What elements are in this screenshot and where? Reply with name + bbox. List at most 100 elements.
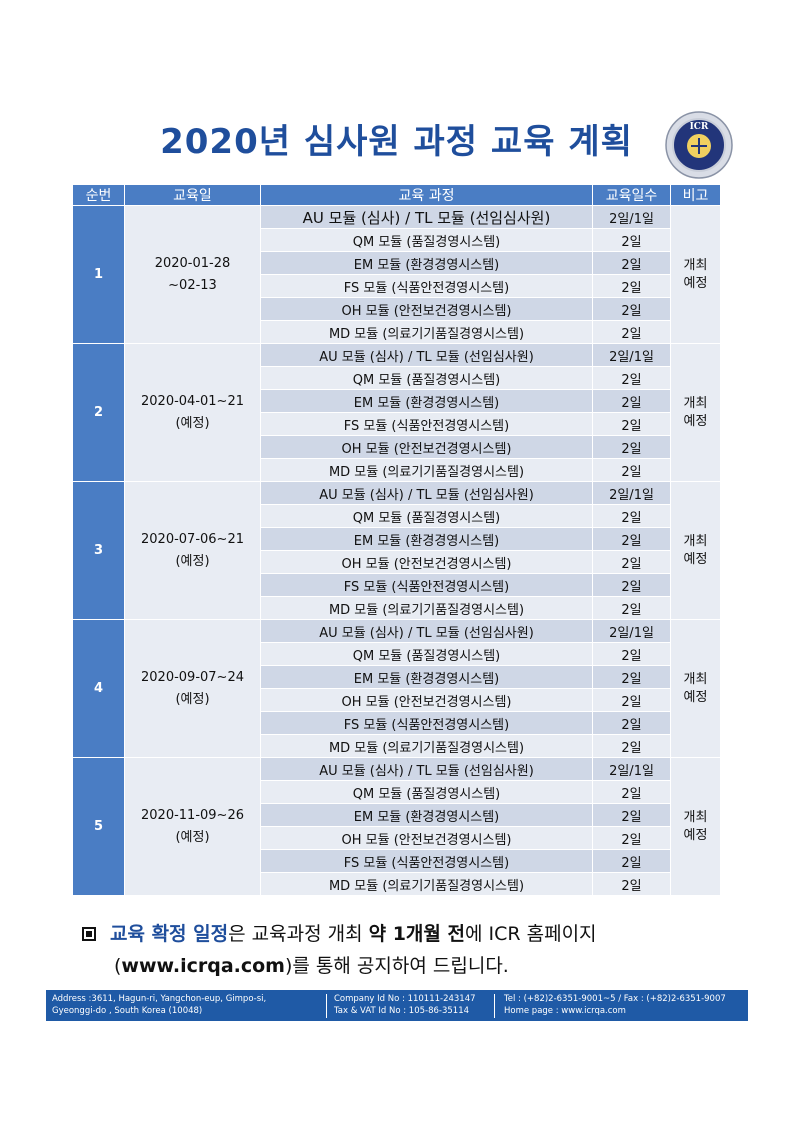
course-name: FS 모듈 (식품안전경영시스템) (260, 573, 593, 597)
course-name: MD 모듈 (의료기기품질경영시스템) (260, 320, 593, 344)
course-days: 2일 (592, 872, 671, 896)
course-days: 2일 (592, 711, 671, 735)
session-date: 2020-07-06~21 (예정) (124, 481, 261, 620)
footer-tel: Tel : (+82)2-6351-9001~5 / Fax : (+82)2-… (504, 994, 726, 1004)
session-date-line: 2020-01-28 (154, 255, 231, 271)
course-days: 2일 (592, 665, 671, 689)
course-days: 2일 (592, 780, 671, 804)
notice-text: ( (114, 955, 122, 977)
header-note: 비고 (670, 184, 721, 206)
header-course: 교육 과정 (260, 184, 593, 206)
session-date-line: (예정) (175, 553, 210, 569)
course-days: 2일 (592, 320, 671, 344)
table-row: 2 2020-04-01~21 (예정) AU 모듈 (심사) / TL 모듈 (선임… (72, 343, 721, 482)
course-days: 2일 (592, 527, 671, 551)
notice-text: )를 통해 공지하여 드립니다. (284, 955, 509, 977)
page-title: 2020년 심사원 과정 교육 계획 (160, 122, 633, 162)
notice-text: 은 교육과정 개최 (228, 923, 369, 945)
footer: Address :3611, Hagun-ri, Yangchon-eup, G… (46, 990, 748, 1021)
notice-highlight: 교육 확정 일정 (110, 923, 229, 945)
session-note-line: 예정 (683, 827, 708, 843)
course-days: 2일 (592, 228, 671, 252)
session-date-line: (예정) (175, 691, 210, 707)
course-name: EM 모듈 (환경경영시스템) (260, 527, 593, 551)
session-note-line: 개최 (683, 533, 708, 549)
logo-text: ICR (690, 122, 709, 132)
course-name: AU 모듈 (심사) / TL 모듈 (선임심사원) (260, 343, 593, 367)
course-name: QM 모듈 (품질경영시스템) (260, 780, 593, 804)
course-days: 2일/1일 (592, 205, 671, 229)
session-date-line: ~02-13 (168, 277, 217, 293)
footer-address: Address :3611, Hagun-ri, Yangchon-eup, G… (52, 993, 266, 1017)
square-bullet-icon (82, 927, 96, 941)
session-note-line: 예정 (683, 551, 708, 567)
table-row: EM 모듈 (환경경영시스템) 2일 (73, 527, 721, 551)
course-name: AU 모듈 (심사) / TL 모듈 (선임심사원) (260, 619, 593, 643)
course-name: OH 모듈 (안전보건경영시스템) (260, 550, 593, 574)
session-date-line: 2020-09-07~24 (141, 669, 244, 685)
table-row: QM 모듈 (품질경영시스템) 2일 (73, 780, 721, 804)
table-row: 5 2020-11-09~26 (예정) AU 모듈 (심사) / TL 모듈 (선임… (72, 757, 721, 896)
session-date: 2020-11-09~26 (예정) (124, 757, 261, 896)
course-name: EM 모듈 (환경경영시스템) (260, 803, 593, 827)
table-row: EM 모듈 (환경경영시스템) 2일 (73, 665, 721, 689)
homepage-link[interactable]: www.icrqa.com (121, 955, 285, 977)
course-name: OH 모듈 (안전보건경영시스템) (260, 826, 593, 850)
footer-homepage: Home page : www.icrqa.com (504, 1006, 626, 1016)
course-days: 2일 (592, 573, 671, 597)
course-days: 2일 (592, 297, 671, 321)
course-name: AU 모듈 (심사) / TL 모듈 (선임심사원) (260, 205, 593, 229)
session-note-line: 예정 (683, 413, 708, 429)
table-row: OH 모듈 (안전보건경영시스템) 2일 (73, 297, 721, 321)
course-days: 2일 (592, 274, 671, 298)
education-plan-table: 순번 교육일 교육 과정 교육일수 비고 1 2020-01-28 ~02-13 AU… (72, 184, 721, 896)
course-days: 2일 (592, 412, 671, 436)
table-row: EM 모듈 (환경경영시스템) 2일 (73, 389, 721, 413)
footer-ids: Company Id No : 110111-243147 Tax & VAT … (334, 993, 476, 1017)
table-row: OH 모듈 (안전보건경영시스템) 2일 (73, 826, 721, 850)
course-days: 2일 (592, 849, 671, 873)
table-row: FS 모듈 (식품안전경영시스템) 2일 (73, 849, 721, 873)
course-days: 2일 (592, 366, 671, 390)
session-note-line: 예정 (683, 689, 708, 705)
notice-line-2: (www.icrqa.com)를 통해 공지하여 드립니다. (82, 950, 722, 982)
course-name: OH 모듈 (안전보건경영시스템) (260, 688, 593, 712)
course-name: OH 모듈 (안전보건경영시스템) (260, 297, 593, 321)
course-days: 2일 (592, 458, 671, 482)
table-row: QM 모듈 (품질경영시스템) 2일 (73, 642, 721, 666)
header-days: 교육일수 (592, 184, 671, 206)
session-number: 3 (72, 481, 125, 620)
table-row: EM 모듈 (환경경영시스템) 2일 (73, 251, 721, 275)
course-name: FS 모듈 (식품안전경영시스템) (260, 412, 593, 436)
table-row: FS 모듈 (식품안전경영시스템) 2일 (73, 274, 721, 298)
session-note: 개최 예정 (670, 205, 721, 344)
course-name: MD 모듈 (의료기기품질경영시스템) (260, 458, 593, 482)
table-row: MD 모듈 (의료기기품질경영시스템) 2일 (73, 872, 721, 896)
course-days: 2일/1일 (592, 619, 671, 643)
course-name: EM 모듈 (환경경영시스템) (260, 389, 593, 413)
footer-divider (326, 994, 327, 1018)
header-seq: 순번 (72, 184, 125, 206)
session-note-line: 개최 (683, 395, 708, 411)
course-name: QM 모듈 (품질경영시스템) (260, 504, 593, 528)
session-date-line: 2020-04-01~21 (141, 393, 244, 409)
notice-text: 에 ICR 홈페이지 (464, 923, 597, 945)
session-date: 2020-09-07~24 (예정) (124, 619, 261, 758)
session-note-line: 개최 (683, 671, 708, 687)
table-row: MD 모듈 (의료기기품질경영시스템) 2일 (73, 596, 721, 620)
course-days: 2일/1일 (592, 481, 671, 505)
table-row: FS 모듈 (식품안전경영시스템) 2일 (73, 573, 721, 597)
course-days: 2일 (592, 389, 671, 413)
course-name: EM 모듈 (환경경영시스템) (260, 251, 593, 275)
session-date-line: (예정) (175, 829, 210, 845)
session-note-line: 개최 (683, 809, 708, 825)
notice: 교육 확정 일정은 교육과정 개최 약 1개월 전에 ICR 홈페이지 (www… (82, 918, 722, 982)
course-days: 2일/1일 (592, 343, 671, 367)
icr-logo: ICR (665, 111, 733, 179)
session-number: 1 (72, 205, 125, 344)
course-name: MD 모듈 (의료기기품질경영시스템) (260, 734, 593, 758)
course-days: 2일/1일 (592, 757, 671, 781)
